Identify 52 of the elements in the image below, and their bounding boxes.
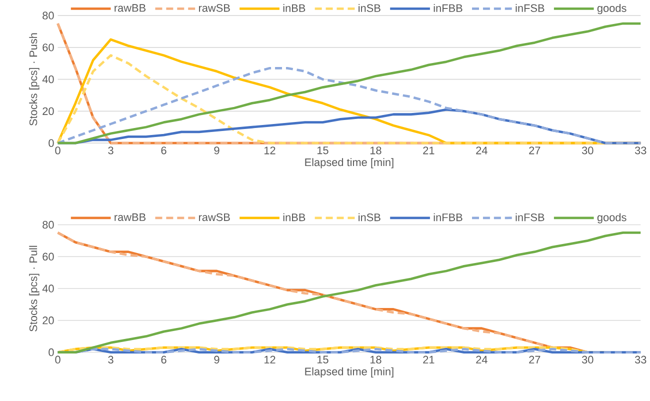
- x-tick-label: 24: [476, 146, 488, 154]
- x-tick-label: 15: [317, 356, 328, 364]
- legend-label: inFBB: [434, 213, 462, 222]
- legend-label: rawSB: [199, 213, 230, 222]
- y-tick-label: 20: [42, 107, 54, 116]
- x-tick-label: 9: [214, 146, 220, 154]
- y-tick-label: 80: [42, 12, 54, 20]
- x-tick-label: 15: [317, 146, 328, 154]
- y-axis-title: Stocks [pcs] · Pull: [29, 246, 40, 332]
- x-tick-label: 3: [108, 356, 114, 364]
- legend-label: inFSB: [516, 4, 544, 12]
- x-tick-label: 27: [529, 146, 540, 154]
- x-tick-label: 33: [634, 356, 646, 364]
- legend-label: rawBB: [114, 4, 146, 12]
- x-axis-title: Elapsed time [min]: [305, 158, 394, 168]
- legend-label: goods: [597, 213, 626, 224]
- y-tick-label: 20: [42, 316, 54, 324]
- y-tick-label: 60: [42, 44, 54, 52]
- y-tick-label: 60: [42, 252, 54, 260]
- x-tick-label: 30: [582, 146, 594, 154]
- x-tick-label: 30: [582, 356, 594, 364]
- x-tick-label: 0: [55, 146, 60, 154]
- legend-label: inFBB: [434, 4, 462, 12]
- x-axis-title: Elapsed time [min]: [305, 367, 394, 378]
- x-tick-label: 6: [161, 356, 166, 364]
- x-tick-label: 21: [423, 146, 434, 154]
- x-tick-label: 24: [476, 356, 488, 364]
- y-tick-label: 0: [48, 348, 54, 356]
- y-tick-label: 40: [42, 75, 54, 84]
- x-tick-label: 18: [370, 356, 382, 364]
- x-tick-label: 9: [214, 356, 220, 364]
- x-tick-label: 18: [370, 146, 382, 154]
- legend-label: inBB: [283, 4, 306, 12]
- legend-label: inFSB: [516, 213, 544, 222]
- x-tick-label: 33: [634, 146, 646, 154]
- y-tick-label: 80: [42, 220, 54, 229]
- x-tick-label: 12: [264, 356, 276, 364]
- x-tick-label: 21: [423, 356, 434, 364]
- y-tick-label: 40: [42, 284, 54, 292]
- y-axis-title: Stocks [pcs] · Push: [29, 33, 40, 126]
- y-tick-label: 0: [48, 139, 54, 147]
- x-tick-label: 27: [529, 356, 540, 364]
- legend-label: inSB: [358, 4, 380, 12]
- legend-label: goods: [597, 4, 626, 14]
- x-tick-label: 3: [108, 146, 114, 154]
- x-tick-label: 0: [55, 356, 60, 364]
- x-tick-label: 6: [161, 146, 166, 154]
- legend-label: inSB: [358, 213, 380, 222]
- x-tick-label: 12: [264, 146, 276, 154]
- legend-label: inBB: [283, 213, 306, 222]
- legend-label: rawBB: [114, 213, 146, 221]
- legend-label: rawSB: [199, 4, 230, 12]
